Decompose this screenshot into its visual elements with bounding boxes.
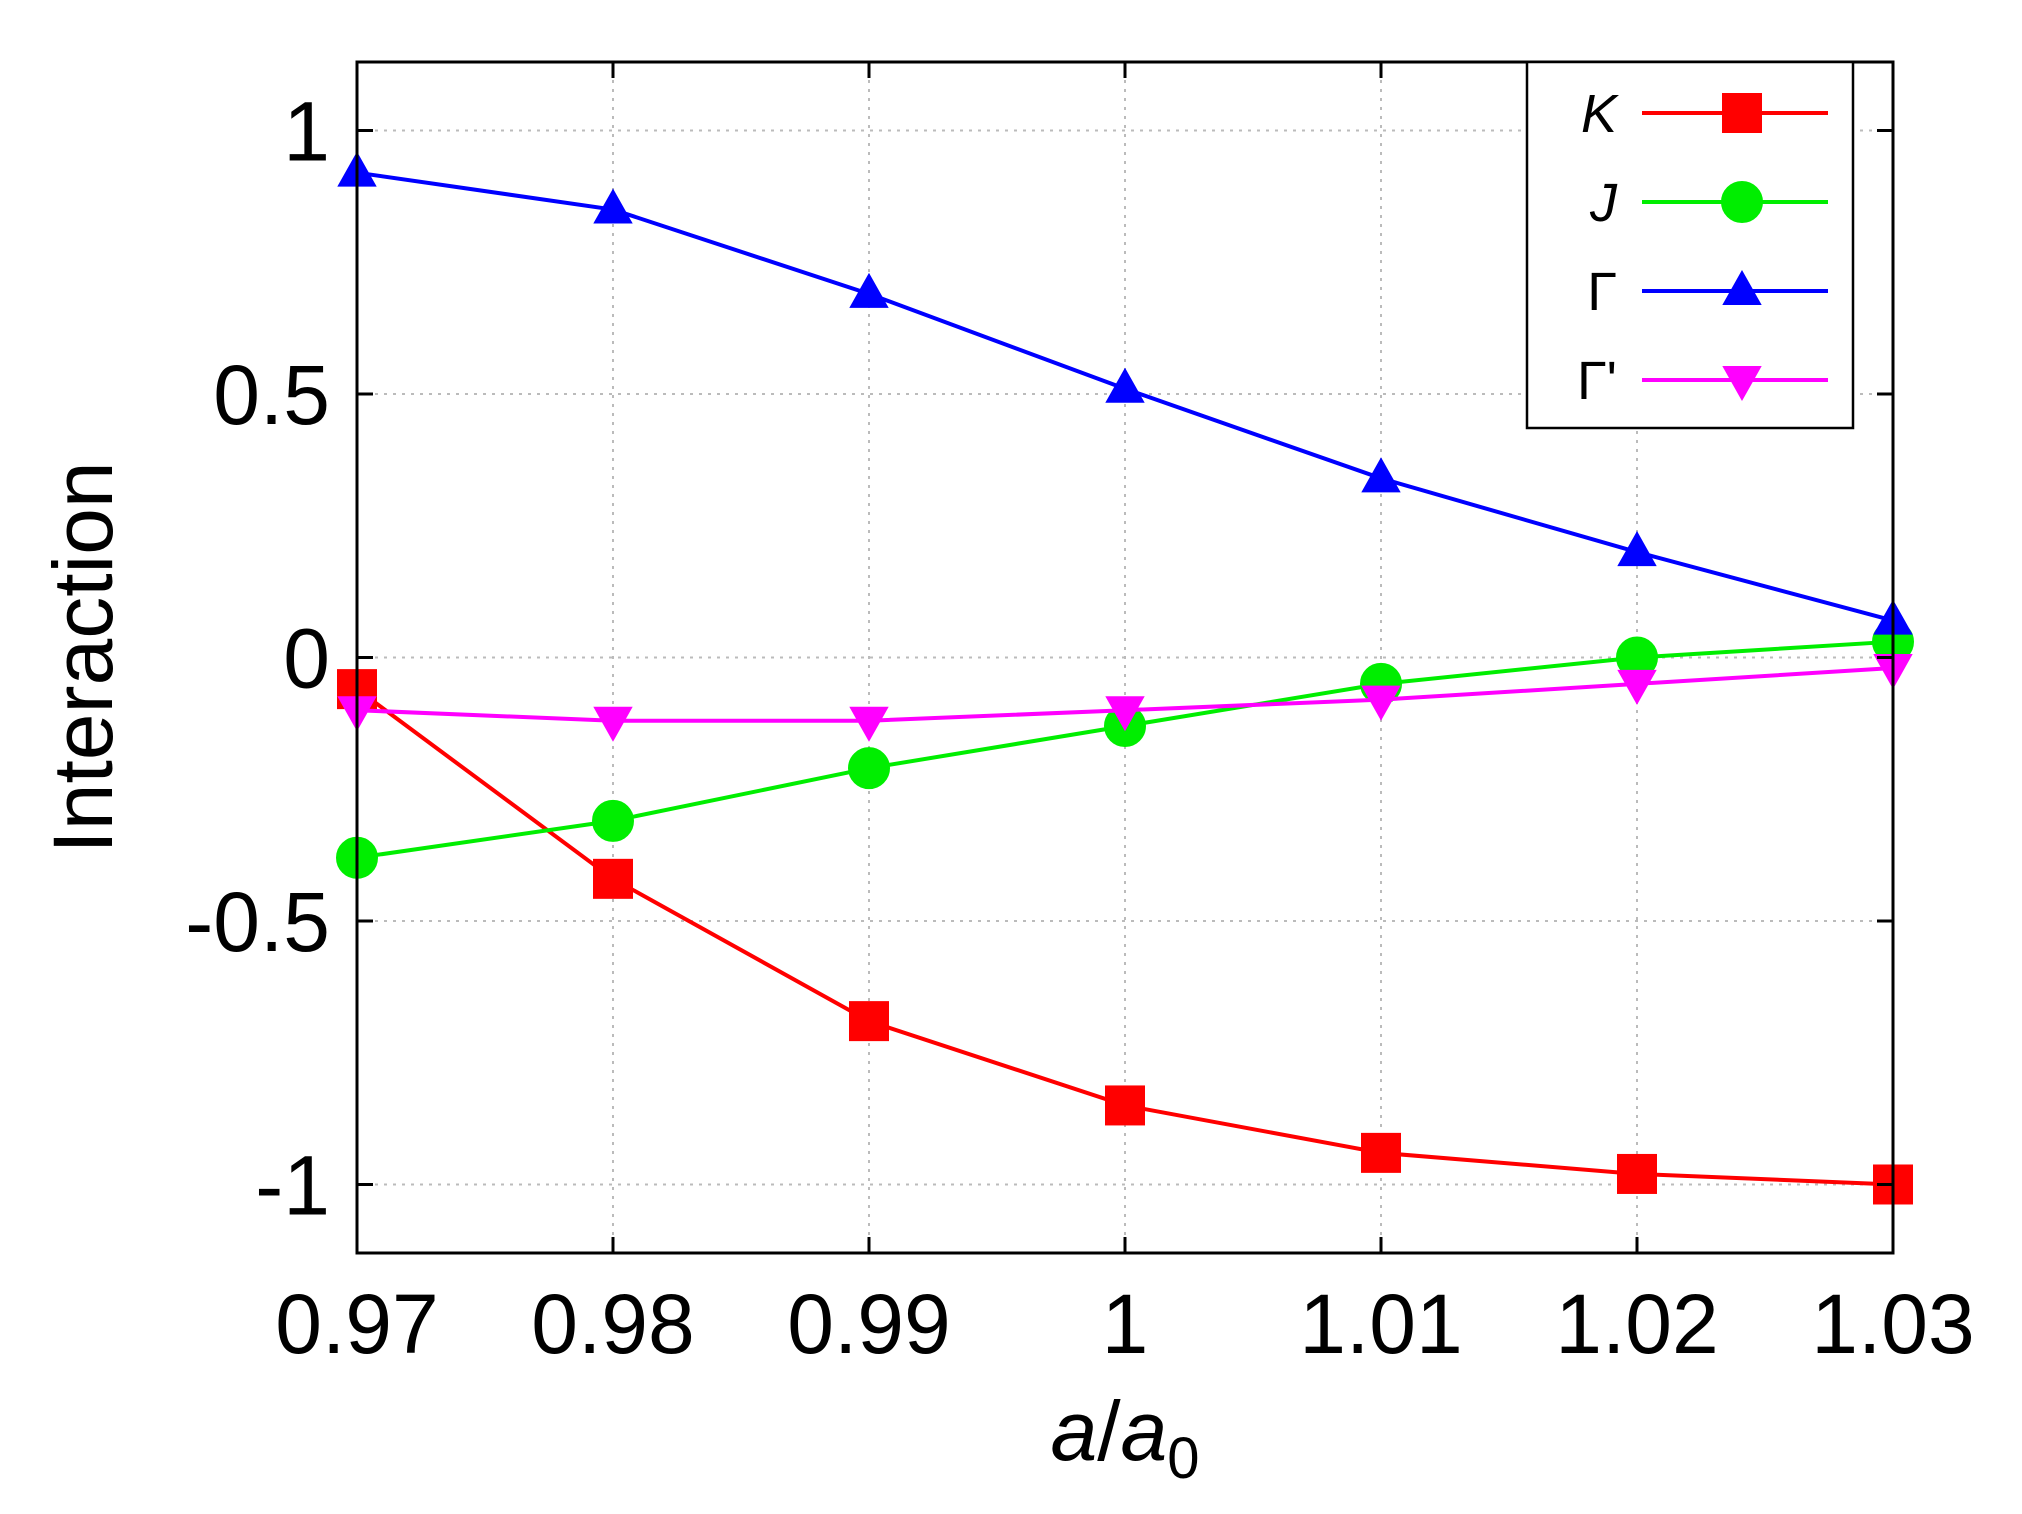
y-tick-label: -0.5 xyxy=(185,875,330,969)
data-point-circle xyxy=(848,747,890,790)
legend-marker-circle xyxy=(1721,181,1763,223)
data-point-triangle-down xyxy=(1361,685,1401,721)
data-point-triangle-up xyxy=(1617,531,1657,567)
data-point-triangle-down xyxy=(849,706,889,742)
data-point-triangle-down xyxy=(593,706,633,742)
legend-label: K xyxy=(1581,84,1619,144)
x-axis-title: a/a0 xyxy=(1050,1384,1199,1491)
x-tick-label: 0.97 xyxy=(275,1277,439,1371)
legend-entry: J xyxy=(1589,173,1828,233)
legend-box xyxy=(1525,60,1855,430)
data-point-square xyxy=(849,1001,889,1042)
y-tick-label: 0 xyxy=(283,612,330,706)
axis-ticks: 0.97 0.98 0.99 1 1.01 1.02 1.03 1 0.5 0 -0.5 -1 xyxy=(185,62,1975,1371)
x-tick-label: 1.02 xyxy=(1555,1277,1719,1371)
legend-label: Γ' xyxy=(1577,351,1617,411)
legend-marker-triangle-down xyxy=(1722,366,1762,402)
y-axis-title: Interaction xyxy=(36,461,130,853)
x-tick-label: 0.98 xyxy=(531,1277,695,1371)
data-point-triangle-up xyxy=(593,188,633,224)
legend-label: Γ xyxy=(1587,262,1617,322)
x-tick-label: 0.99 xyxy=(787,1277,951,1371)
data-point-square xyxy=(593,858,633,899)
data-point-triangle-down xyxy=(1617,669,1657,705)
legend-marker-triangle-up xyxy=(1722,269,1762,305)
legend-label: J xyxy=(1589,173,1618,233)
data-point-square xyxy=(1105,1085,1145,1126)
data-point-square xyxy=(1617,1153,1657,1194)
legend-marker-square xyxy=(1722,93,1762,133)
data-point-square xyxy=(1361,1132,1401,1173)
data-point-circle xyxy=(592,799,634,842)
y-tick-label: -1 xyxy=(255,1138,330,1232)
y-tick-label: 1 xyxy=(283,85,330,179)
data-point-triangle-up xyxy=(1361,457,1401,493)
series-2 xyxy=(337,151,1913,635)
y-tick-label: 0.5 xyxy=(213,348,330,442)
x-tick-label: 1.03 xyxy=(1811,1277,1975,1371)
data-point-triangle-down xyxy=(1105,696,1145,732)
series-1 xyxy=(336,620,1914,879)
x-tick-label: 1 xyxy=(1102,1277,1149,1371)
data-point-triangle-up xyxy=(849,272,889,308)
data-point-triangle-up xyxy=(1105,367,1145,403)
legend-entry: K xyxy=(1581,84,1828,144)
legend-entries: KJΓ Γ' xyxy=(1577,84,1828,411)
legend-entry: Γ xyxy=(1587,262,1828,322)
legend: KJΓ Γ' xyxy=(1525,60,1855,430)
x-tick-label: 1.01 xyxy=(1299,1277,1463,1371)
legend-entry: Γ' xyxy=(1577,351,1828,411)
